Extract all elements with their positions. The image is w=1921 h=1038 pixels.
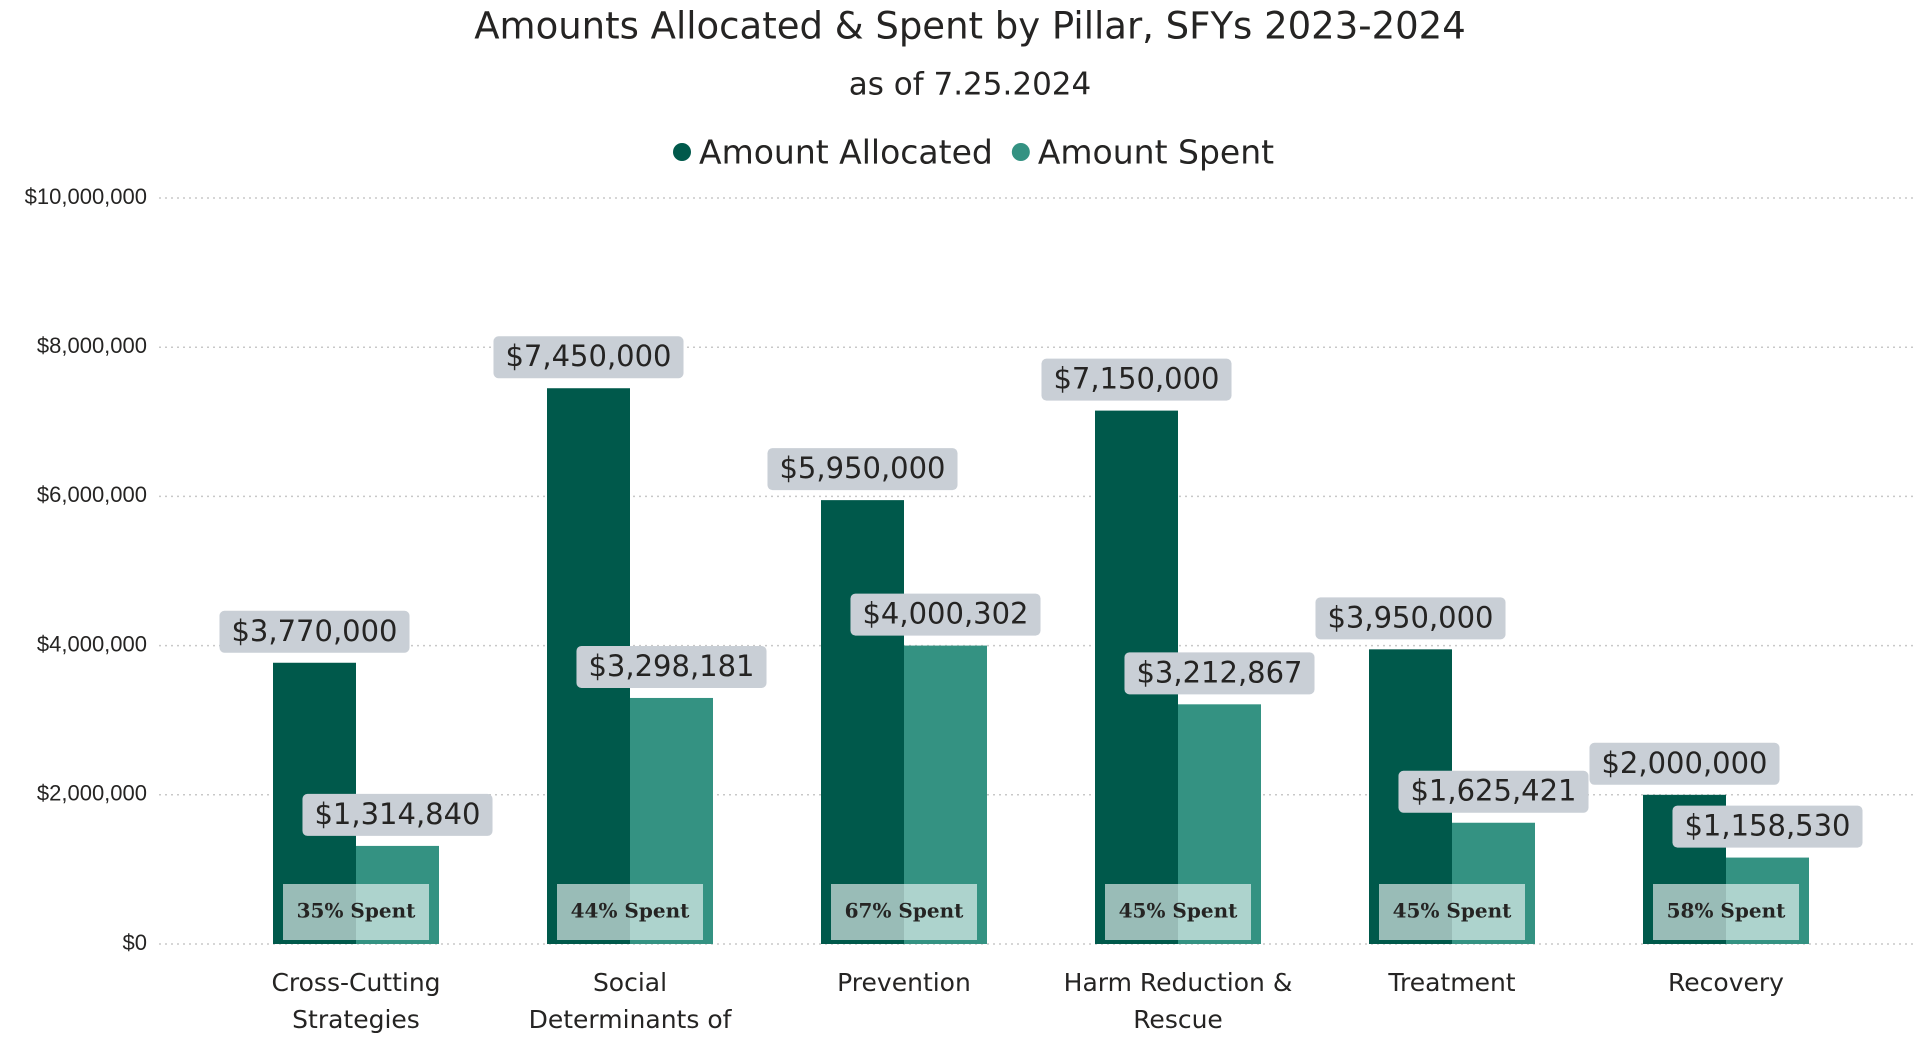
- value-label-box: [1398, 770, 1589, 813]
- value-label-box: [1041, 358, 1232, 401]
- value-label-box: [493, 336, 684, 379]
- x-tick-label: Cross-Cutting Strategies: [271, 968, 441, 1034]
- value-label: $1,158,530: [1684, 809, 1850, 843]
- legend-marker: [673, 143, 691, 161]
- annotation: 45% Spent: [1393, 899, 1512, 923]
- bar: [821, 500, 904, 944]
- legend-marker: [1011, 143, 1030, 161]
- value-label: $3,770,000: [231, 614, 397, 648]
- x-tick-label: Harm Reduction & Rescue: [1063, 968, 1293, 1034]
- value-label-box: [767, 448, 958, 491]
- value-label-box: [302, 793, 493, 836]
- value-label: $1,314,840: [314, 797, 480, 831]
- value-label: $3,950,000: [1327, 600, 1493, 634]
- chart-subtitle: as of 7.25.2024: [849, 67, 1092, 103]
- annotation-box: [283, 884, 429, 940]
- annotation-box: [1653, 884, 1799, 940]
- x-tick-label: Social Determinants of Health: [528, 968, 732, 1034]
- value-label: $1,625,421: [1410, 774, 1576, 808]
- annotation: 45% Spent: [1119, 899, 1238, 923]
- annotation: 58% Spent: [1667, 899, 1786, 923]
- annotation-box: [557, 884, 703, 940]
- x-tick-label: Treatment: [1388, 968, 1516, 997]
- y-tick-label: $4,000,000: [37, 631, 147, 656]
- annotation: 35% Spent: [297, 899, 416, 923]
- legend-label: Amount Spent: [1038, 133, 1274, 172]
- value-label: $7,450,000: [505, 339, 671, 373]
- legend-label: Amount Allocated: [699, 133, 993, 172]
- value-label: $2,000,000: [1601, 746, 1767, 780]
- y-tick-label: $8,000,000: [37, 333, 147, 358]
- annotation: 44% Spent: [571, 899, 690, 923]
- value-label-box: [850, 593, 1041, 636]
- annotation-box: [831, 884, 977, 940]
- value-label-box: [1315, 597, 1506, 640]
- value-label-box: [1672, 805, 1863, 848]
- value-label-box: [1589, 742, 1780, 785]
- value-label-box: [576, 645, 767, 688]
- y-tick-label: $2,000,000: [37, 781, 147, 806]
- value-label: $3,298,181: [588, 649, 754, 683]
- x-tick-label: Prevention: [837, 968, 971, 997]
- y-tick-label: $10,000,000: [25, 184, 147, 209]
- value-label-box: [1124, 652, 1315, 695]
- x-tick-label: Recovery: [1668, 968, 1784, 997]
- annotation: 67% Spent: [845, 899, 964, 923]
- value-label: $5,950,000: [779, 451, 945, 485]
- value-label: $3,212,867: [1136, 655, 1302, 689]
- value-label: $4,000,302: [862, 597, 1028, 631]
- y-tick-label: $0: [123, 930, 147, 955]
- y-tick-label: $6,000,000: [37, 482, 147, 507]
- annotation-box: [1105, 884, 1251, 940]
- chart-title: Amounts Allocated & Spent by Pillar, SFY…: [474, 5, 1466, 48]
- value-label-box: [219, 610, 410, 653]
- annotation-box: [1379, 884, 1525, 940]
- value-label: $7,150,000: [1053, 362, 1219, 396]
